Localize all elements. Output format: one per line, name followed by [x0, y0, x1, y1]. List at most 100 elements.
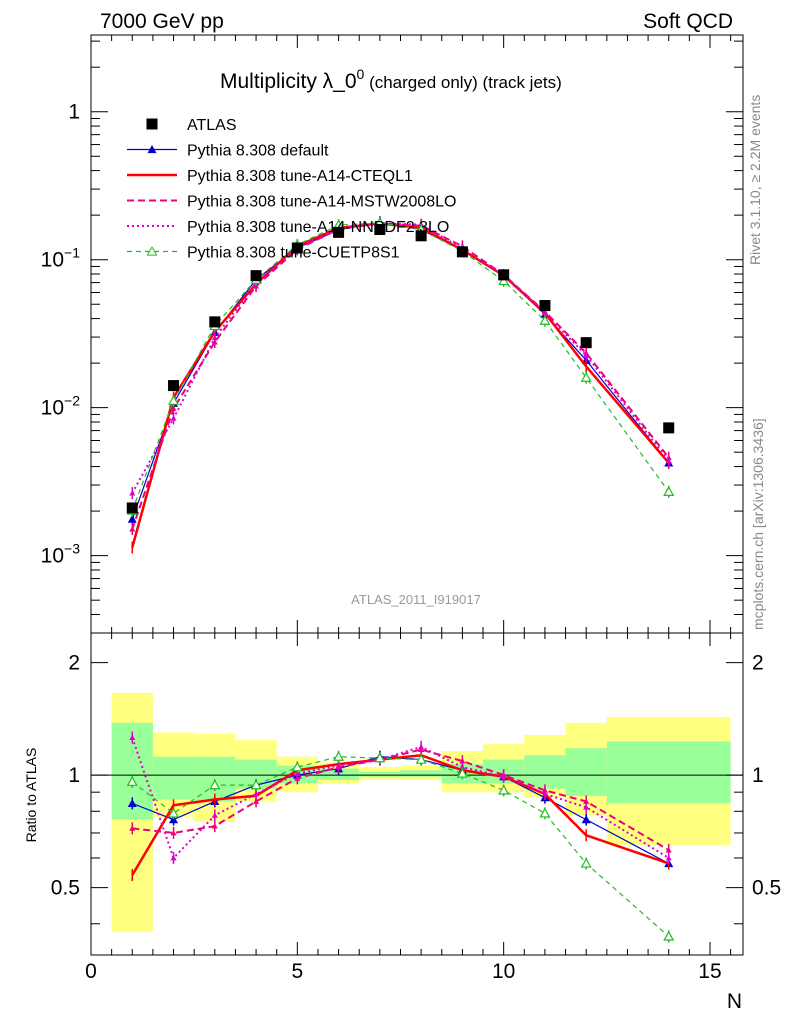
ratio-point-marker	[127, 798, 137, 807]
uncertainty-bands	[111, 692, 731, 933]
mcplots-credit-label: mcplots.cern.ch [arXiv:1306.3436]	[750, 418, 766, 630]
ratio-point-marker	[168, 807, 180, 818]
ratio-point-marker	[581, 815, 591, 824]
green-band-bin	[359, 771, 401, 777]
legend-entry-label: Pythia 8.308 default	[187, 143, 329, 160]
ratio-point-marker	[335, 762, 342, 769]
ratio-point-marker	[129, 734, 136, 740]
ratio-point-marker	[583, 798, 590, 804]
main-point-marker	[541, 310, 548, 316]
ratio-point-marker	[415, 753, 427, 764]
main-point-marker	[129, 526, 136, 532]
atlas-data-point	[415, 230, 427, 242]
ratio-point-marker	[498, 784, 510, 795]
ratio-point-marker	[418, 743, 425, 750]
x-tick-label: 15	[698, 960, 721, 983]
atlas-data-point	[333, 226, 345, 238]
legend: ATLAS Pythia 8.308 default Pythia 8.308 tu…	[127, 117, 456, 262]
analysis-watermark: ATLAS_2011_I919017	[351, 592, 481, 607]
green-band-bin	[400, 770, 442, 777]
ratio-point-marker	[250, 779, 262, 790]
ratio-point-marker	[253, 798, 260, 804]
legend-entry-label: Pythia 8.308 tune-CUETP8S1	[187, 245, 400, 262]
ratio-point-marker	[663, 930, 675, 941]
y-tick-label: 10−3	[41, 541, 81, 568]
main-point-marker	[539, 314, 551, 325]
rivet-version-label: Rivet 3.1.10, ≥ 2.2M events	[747, 95, 763, 265]
legend-entry-label: Pythia 8.308 tune-A14-CTEQL1	[187, 168, 413, 185]
ratio-point-marker	[209, 779, 221, 790]
atlas-data-point	[168, 380, 180, 392]
ratio-point-marker	[126, 775, 138, 786]
main-point-marker	[211, 334, 218, 341]
atlas-data-point	[374, 223, 386, 235]
ratio-point-marker	[211, 812, 218, 818]
ratio-point-marker	[456, 767, 468, 778]
ratio-tick-label-left: 1	[68, 764, 80, 787]
ratio-point-marker	[333, 750, 345, 761]
green-band-bin	[565, 748, 607, 796]
main-point-marker	[168, 394, 180, 405]
legend-entry-label: ATLAS	[187, 117, 237, 134]
legend-entry-label: Pythia 8.308 tune-A14-NNPDF2.3LO	[187, 219, 449, 236]
ratio-plot-curves	[126, 731, 675, 943]
x-axis-label: N	[727, 990, 742, 1013]
y-tick-label: 1	[68, 101, 80, 124]
green-band-bin	[606, 741, 731, 804]
header-right-label: Soft QCD	[643, 10, 733, 33]
main-point-marker	[498, 275, 510, 286]
atlas-data-point	[580, 337, 592, 349]
atlas-data-point	[126, 502, 138, 514]
atlas-data-point	[291, 242, 303, 254]
main-point-marker	[170, 405, 177, 411]
atlas-data-point	[663, 422, 675, 434]
chart-title: Multiplicity λ_00 (charged only) (track …	[220, 66, 562, 93]
ratio-point-marker	[583, 804, 590, 810]
atlas-data-point	[539, 300, 551, 312]
main-point-marker	[580, 371, 592, 382]
main-series-line	[131, 222, 670, 511]
ratio-point-marker	[374, 752, 386, 763]
legend-swatch-marker	[147, 145, 157, 154]
ratio-point-marker	[665, 854, 672, 861]
main-point-marker	[170, 415, 177, 421]
ratio-point-marker	[500, 773, 507, 780]
ratio-point-marker	[459, 758, 466, 764]
ratio-tick-label-right: 0.5	[752, 877, 781, 900]
main-point-marker	[665, 457, 672, 464]
ratio-point-marker	[580, 857, 592, 868]
main-point-marker	[583, 352, 590, 358]
x-tick-label: 10	[492, 960, 515, 983]
atlas-data-point	[498, 269, 510, 281]
ratio-plot-frame	[90, 632, 744, 956]
ratio-point-marker	[294, 770, 301, 776]
x-tick-label: 5	[291, 960, 303, 983]
ratio-axis-label: Ratio to ATLAS	[23, 748, 39, 843]
main-series-line	[131, 222, 670, 494]
axis-ticks: 0 5 10 15 1 10−1 10−2 10−3 0.5 0.5 1 1 2 2	[41, 35, 781, 983]
ratio-tick-label-right: 1	[752, 764, 764, 787]
ratio-point-marker	[129, 825, 136, 831]
main-series-line	[131, 222, 670, 548]
green-band-bin	[524, 755, 566, 789]
ratio-point-marker	[211, 823, 218, 829]
x-tick-label: 0	[85, 960, 97, 983]
ratio-point-marker	[170, 829, 177, 836]
main-plot-curves	[126, 216, 675, 554]
atlas-data-point	[456, 246, 468, 258]
legend-entry-label: Pythia 8.308 tune-A14-MSTW2008LO	[187, 194, 456, 211]
main-point-marker	[663, 486, 675, 496]
legend-swatch-atlas	[146, 118, 158, 130]
ratio-tick-label-right: 2	[752, 652, 764, 675]
ratio-point-marker	[170, 854, 177, 861]
y-tick-label: 10−2	[41, 393, 81, 420]
header-left-label: 7000 GeV pp	[100, 10, 224, 33]
ratio-point-marker	[253, 790, 260, 797]
main-point-marker	[127, 514, 137, 523]
atlas-data-point	[250, 270, 262, 282]
ratio-point-marker	[459, 764, 466, 770]
atlas-data-point	[209, 316, 221, 328]
ratio-point-marker	[665, 847, 672, 853]
y-tick-label: 10−1	[41, 245, 81, 272]
